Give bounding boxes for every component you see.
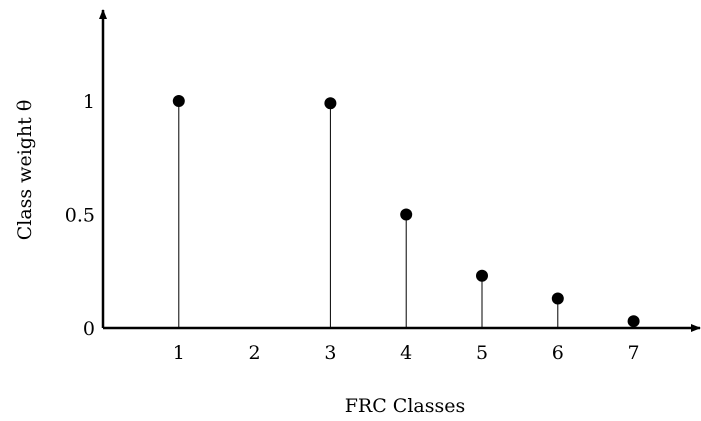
y-tick-label: 0 <box>83 318 95 340</box>
stem-marker-2 <box>324 97 337 110</box>
x-axis-title: FRC Classes <box>345 395 466 417</box>
x-tick-label: 6 <box>552 342 564 364</box>
y-tick-label: 0.5 <box>65 205 95 227</box>
y-tick-labels: 00.51 <box>65 91 95 340</box>
x-tick-label: 4 <box>400 342 412 364</box>
x-tick-label: 5 <box>476 342 488 364</box>
y-tick-label: 1 <box>83 91 95 113</box>
x-tick-label: 3 <box>324 342 336 364</box>
stem-series <box>172 95 640 328</box>
y-axis-title: Class weight θ <box>14 100 36 241</box>
stem-marker-5 <box>551 292 564 305</box>
stem-marker-4 <box>476 269 488 282</box>
x-tick-label: 1 <box>173 342 185 364</box>
x-tick-label: 2 <box>249 342 261 364</box>
stem-marker-3 <box>400 208 413 221</box>
x-tick-label: 7 <box>628 342 640 364</box>
stem-marker-1 <box>172 95 185 107</box>
stem-marker-6 <box>627 315 640 328</box>
x-tick-labels: 1 2 3 4 5 6 7 <box>173 342 640 364</box>
